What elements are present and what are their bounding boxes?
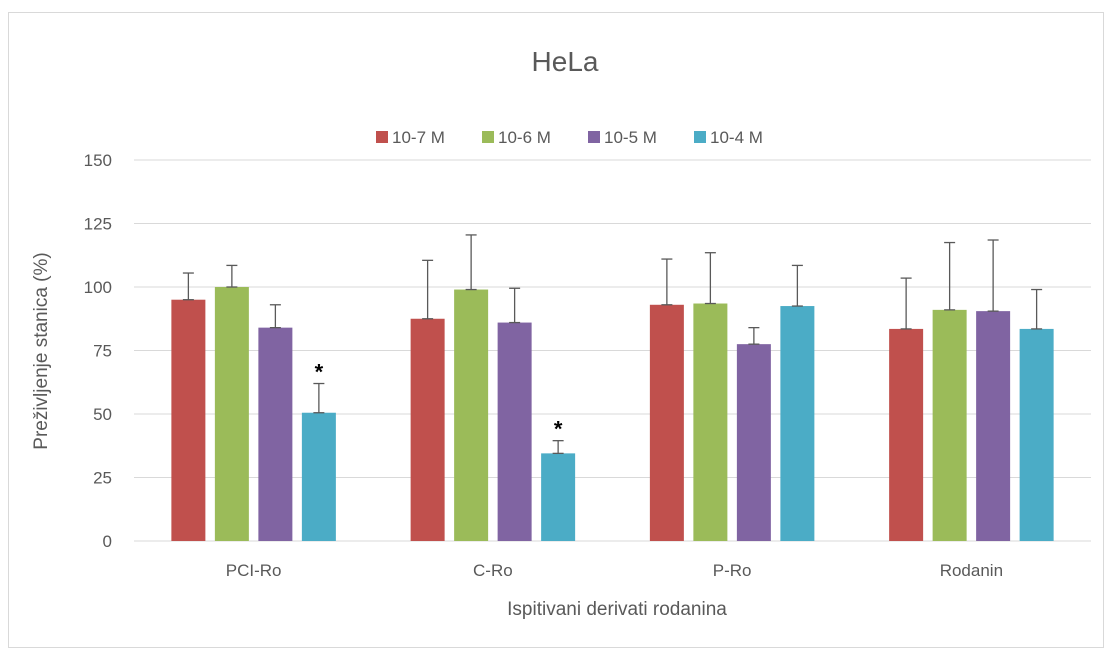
y-tick-label: 125 <box>84 215 112 234</box>
x-tick-label: PCI-Ro <box>226 561 282 580</box>
chart-title: HeLa <box>532 46 599 77</box>
legend-swatch <box>376 131 388 143</box>
y-axis-ticks: 0 25 50 75 100 125 150 <box>84 151 112 551</box>
y-tick-label: 75 <box>93 342 112 361</box>
legend: 10-7 M 10-6 M 10-5 M 10-4 M <box>376 128 763 147</box>
significance-mark: * <box>554 417 563 442</box>
x-tick-label: Rodanin <box>940 561 1003 580</box>
y-tick-label: 0 <box>103 532 112 551</box>
bar-p-ro-0 <box>649 304 684 541</box>
legend-label: 10-7 M <box>392 128 445 147</box>
x-tick-label: C-Ro <box>473 561 513 580</box>
bars <box>171 287 1054 541</box>
bar-rodanin-2 <box>976 311 1011 541</box>
bar-p-ro-2 <box>736 344 771 541</box>
y-tick-label: 150 <box>84 151 112 170</box>
y-tick-label: 50 <box>93 405 112 424</box>
bar-rodanin-1 <box>932 309 967 541</box>
bar-rodanin-3 <box>1019 328 1054 541</box>
legend-label: 10-6 M <box>498 128 551 147</box>
bar-c-ro-0 <box>410 318 445 541</box>
significance-mark: * <box>315 360 324 385</box>
error-bars <box>182 234 1043 455</box>
bar-rodanin-0 <box>889 328 924 541</box>
bar-pci-ro-1 <box>214 287 249 541</box>
bar-pci-ro-0 <box>171 299 206 541</box>
bar-chart: HeLa 10-7 M 10-6 M 10-5 M 10-4 M 0 25 50 75 100… <box>31 46 1091 620</box>
gridlines <box>134 159 1091 542</box>
bar-c-ro-1 <box>454 289 489 541</box>
bar-pci-ro-3 <box>301 412 336 541</box>
x-tick-label: P-Ro <box>713 561 752 580</box>
legend-label: 10-5 M <box>604 128 657 147</box>
x-axis-title: Ispitivani derivati rodanina <box>507 599 727 620</box>
annotations: ** <box>315 360 563 442</box>
x-axis-ticks: PCI-Ro C-Ro P-Ro Rodanin <box>226 561 1003 580</box>
y-axis-title: Preživljenje stanica (%) <box>31 252 52 449</box>
chart-frame: HeLa 10-7 M 10-6 M 10-5 M 10-4 M 0 25 50 75 100… <box>8 12 1104 648</box>
bar-c-ro-2 <box>497 322 532 541</box>
y-tick-label: 100 <box>84 278 112 297</box>
bar-p-ro-3 <box>780 306 815 541</box>
y-tick-label: 25 <box>93 469 112 488</box>
bar-c-ro-3 <box>541 453 576 541</box>
bar-pci-ro-2 <box>258 327 293 541</box>
bar-p-ro-1 <box>693 303 728 541</box>
legend-swatch <box>482 131 494 143</box>
legend-swatch <box>694 131 706 143</box>
legend-label: 10-4 M <box>710 128 763 147</box>
legend-swatch <box>588 131 600 143</box>
